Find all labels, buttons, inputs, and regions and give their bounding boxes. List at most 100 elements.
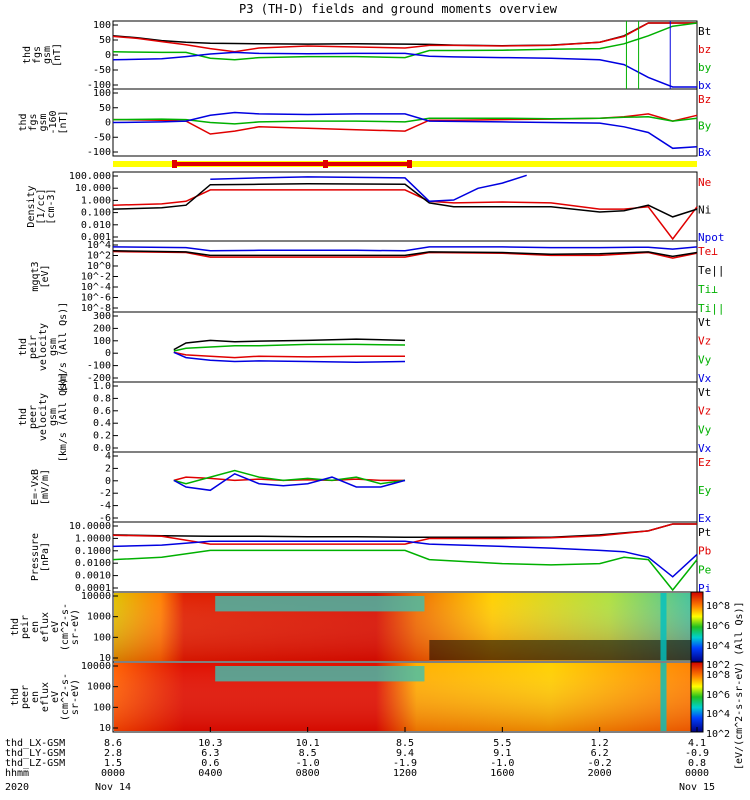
- colorbar-label: [eV/(cm^2-s-sr-eV) (All Qs)]: [734, 601, 745, 770]
- legend-entry: Vx: [698, 372, 712, 385]
- series-line-By: [112, 116, 698, 125]
- legend-entry: Ex: [698, 512, 712, 525]
- y-axis-label: (cm^2-s-: [60, 603, 71, 651]
- legend-entry: Bz: [698, 93, 711, 106]
- y-tick-label: 0.0001: [75, 583, 111, 594]
- y-tick-label: -200: [87, 373, 111, 384]
- y-axis-label: thd: [18, 408, 29, 426]
- y-tick-label: 10: [99, 723, 111, 734]
- y-axis-label: [km/s (All Qs)]: [58, 302, 69, 392]
- panel-efield: 42 0-2 -4-6 E=-VxB [mV/m] Ez Ey Ex: [30, 451, 712, 525]
- time-axis-value: 10.1: [296, 738, 320, 749]
- series-line-Npot: [210, 174, 527, 203]
- time-axis-value: -1.0: [490, 758, 514, 769]
- start-date: Nov 14: [95, 782, 131, 793]
- y-tick-label: 10^0: [87, 261, 111, 272]
- spectrogram-band: [215, 666, 425, 682]
- y-tick-label: 200: [93, 323, 111, 334]
- y-axis-label: velocity: [38, 393, 49, 441]
- time-axis-value: -1.0: [296, 758, 320, 769]
- y-axis-label: thd: [18, 338, 29, 356]
- series-line-Pe: [112, 549, 698, 592]
- y-tick-label: 1.000: [81, 195, 111, 206]
- series-line-Bx: [112, 111, 698, 150]
- panel-frame: [112, 171, 698, 242]
- y-axis-label: E=-VxB: [30, 469, 41, 505]
- y-tick-label: 1000: [87, 612, 111, 623]
- mode-bar-marker-3: [407, 160, 412, 168]
- y-axis-label: velocity: [38, 323, 49, 371]
- y-tick-label: 10^-8: [81, 303, 111, 314]
- y-axis-label: fgs: [28, 113, 39, 131]
- y-tick-label: 300: [93, 311, 111, 322]
- legend-entry: Vy: [698, 423, 712, 436]
- legend-entry: Pt: [698, 526, 711, 539]
- y-axis-label: eV: [50, 621, 61, 633]
- y-tick-label: 10^-6: [81, 293, 111, 304]
- y-tick-label: 0.0: [93, 443, 111, 454]
- y-tick-label: 10: [99, 653, 111, 664]
- mode-bar-red: [174, 162, 410, 166]
- panel-temperature: 10^410^210^010^-210^-410^-610^-8 mgqt3 [eV…: [30, 240, 725, 315]
- legend-entry: Bx: [698, 146, 712, 159]
- panel-frame: [112, 240, 698, 313]
- legend-entry: Vz: [698, 405, 711, 418]
- series-line-Pi: [112, 540, 698, 578]
- y-tick-label: 100: [93, 632, 111, 643]
- y-tick-label: -6: [99, 513, 111, 524]
- y-tick-label: 0.010: [81, 220, 111, 231]
- y-axis-label: Density: [26, 185, 37, 227]
- legend-entry: Npot: [698, 231, 725, 244]
- y-axis-label: en: [30, 621, 41, 633]
- colorbar-bottom: [690, 661, 704, 733]
- time-axis-value: 0400: [198, 768, 222, 779]
- y-axis-label: gsm: [48, 408, 59, 426]
- legend-entry: Vx: [698, 442, 712, 455]
- time-axis-value: 0.8: [688, 758, 706, 769]
- y-axis-label: [nT]: [58, 110, 69, 134]
- y-axis-label: Pressure: [30, 533, 41, 581]
- y-axis-label: thd: [18, 113, 29, 131]
- series-line-Ti_perp: [112, 246, 698, 252]
- y-tick-label: 10.000: [75, 183, 111, 194]
- y-tick-label: 0.4: [93, 418, 111, 429]
- y-tick-label: 0: [105, 50, 111, 61]
- mode-bar-marker-1: [172, 160, 177, 168]
- time-axis-value: 4.1: [688, 738, 706, 749]
- time-axis-row-label: thd_LX-GSM: [5, 738, 65, 749]
- y-axis-label: thd: [10, 618, 21, 636]
- colorbar-tick: 10^4: [706, 709, 730, 720]
- y-axis-label: [nT]: [52, 43, 63, 67]
- y-tick-label: 2: [105, 463, 111, 474]
- time-axis-value: 1.2: [591, 738, 609, 749]
- time-axis-value: 8.6: [104, 738, 122, 749]
- series-line-Te_par: [112, 250, 698, 258]
- legend-entry: Pb: [698, 545, 711, 558]
- legend-entry: Ne: [698, 176, 711, 189]
- series-line-Vx: [173, 351, 406, 363]
- year-label: 2020: [5, 782, 29, 793]
- series-line-Ne: [112, 189, 698, 241]
- y-tick-label: 100: [93, 336, 111, 347]
- legend-entry: bz: [698, 43, 711, 56]
- y-tick-label: 0: [105, 118, 111, 129]
- panel-peer-velocity: 1.00.8 0.60.4 0.20.0 thd peer velocity gsm [km/…: [18, 372, 712, 462]
- series-line-Bt: [112, 22, 697, 47]
- time-axis-value: 0800: [296, 768, 320, 779]
- panel-frame: [112, 521, 698, 593]
- colorbar: 10^8 10^6 10^4 10^2 10^8 10^6 10^4 10^2 …: [690, 591, 745, 770]
- plot-title: P3 (TH-D) fields and ground moments over…: [239, 2, 558, 16]
- y-axis-label: sr-eV): [70, 679, 81, 715]
- y-tick-label: 100: [93, 20, 111, 31]
- y-tick-label: 1.0000: [75, 533, 111, 544]
- time-axis-value: 0000: [685, 768, 709, 779]
- time-axis-value: 2000: [588, 768, 612, 779]
- legend-entry: Bt: [698, 25, 711, 38]
- legend-entry: Pe: [698, 563, 711, 576]
- colorbar-tick: 10^2: [706, 729, 730, 740]
- time-axis-value: -0.2: [588, 758, 612, 769]
- y-tick-label: 0.6: [93, 406, 111, 417]
- y-tick-label: 0.2: [93, 431, 111, 442]
